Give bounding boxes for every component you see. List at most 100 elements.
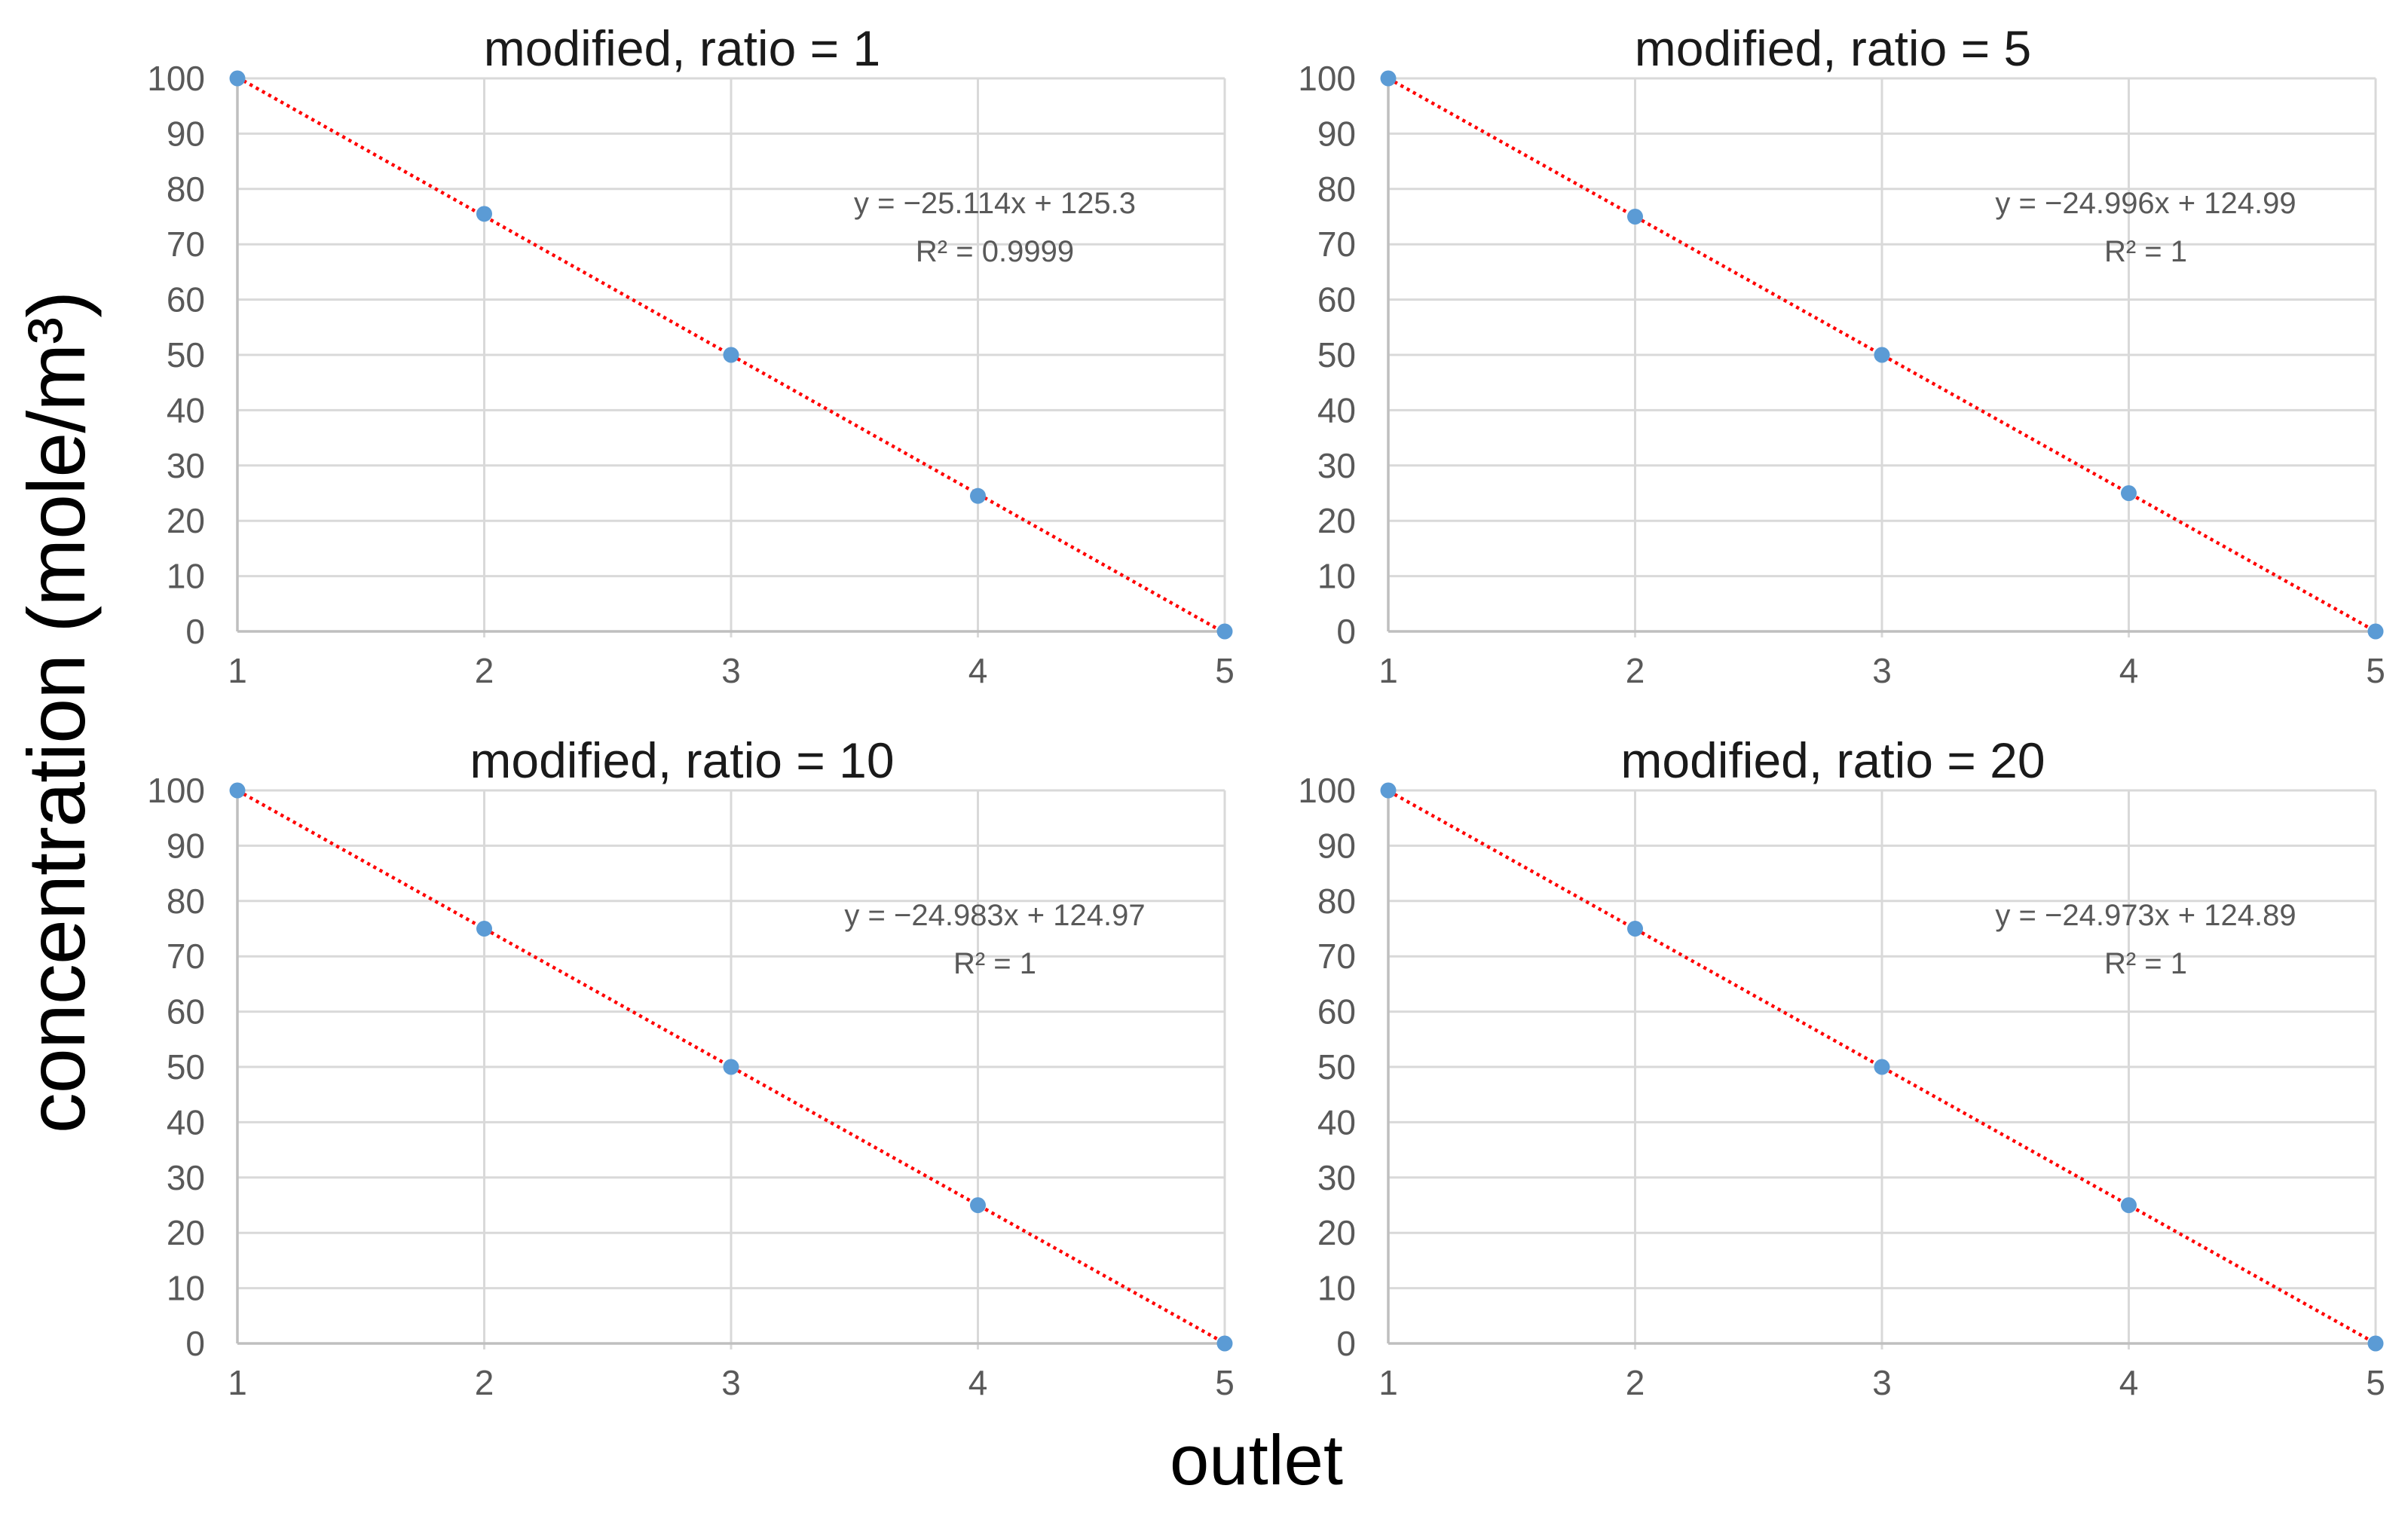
y-axis-label: concentration (mole/m³) [11, 291, 103, 1133]
data-point [2121, 485, 2137, 501]
y-tick-label: 50 [1317, 1047, 1356, 1087]
x-tick-label: 5 [2366, 651, 2385, 690]
chart-ratio-20: 0 10 20 30 40 50 60 70 80 90 100 1 2 3 4 5 modified, ra… [1256, 712, 2407, 1424]
x-tick-label: 2 [475, 1363, 494, 1402]
r-squared-value: R² = 1 [2104, 947, 2188, 980]
r-squared-value: R² = 1 [953, 947, 1037, 980]
y-tick-label: 80 [1317, 170, 1356, 209]
data-point [1216, 1335, 1233, 1352]
y-tick-label: 20 [167, 501, 205, 540]
y-tick-label: 70 [167, 937, 205, 976]
x-tick-label: 4 [2119, 1363, 2139, 1402]
y-tick-label: 90 [167, 114, 205, 153]
trendline-equation: y = −24.973x + 124.89 [1995, 899, 2296, 932]
y-tick-label: 50 [167, 335, 205, 374]
y-tick-label: 40 [1317, 390, 1356, 429]
y-tick-label: 70 [167, 225, 205, 264]
y-tick-label: 10 [1317, 557, 1356, 596]
y-tick-label: 10 [1317, 1269, 1356, 1308]
y-tick-label: 20 [167, 1213, 205, 1252]
trendline-equation-block: y = −25.114x + 125.3 R² = 0.9999 [626, 179, 1364, 276]
data-point [2367, 1335, 2384, 1352]
data-point [1874, 347, 1890, 363]
trendline [1387, 77, 2377, 633]
x-tick-label: 4 [2119, 651, 2139, 690]
chart-canvas-ratio-1: 0 10 20 30 40 50 60 70 80 90 100 1 2 3 4 5 [147, 59, 1235, 690]
chart-title: modified, ratio = 20 [1620, 732, 2045, 788]
chart-ratio-1: 0 10 20 30 40 50 60 70 80 90 100 1 2 3 4 5 modified, ra… [106, 0, 1256, 712]
x-tick-label: 1 [228, 1363, 247, 1402]
data-point [476, 921, 492, 937]
data-point [229, 782, 246, 799]
y-tick-label: 60 [1317, 280, 1356, 319]
trendline-equation: y = −25.114x + 125.3 [853, 187, 1136, 220]
x-tick-label: 3 [1872, 651, 1892, 690]
data-point [1380, 782, 1397, 799]
y-tick-label: 0 [185, 1324, 205, 1363]
chart-canvas-ratio-20: 0 10 20 30 40 50 60 70 80 90 100 1 2 3 4 5 [1298, 771, 2385, 1402]
x-tick-label: 5 [1215, 651, 1235, 690]
data-point [970, 1197, 986, 1213]
y-tick-label: 80 [1317, 882, 1356, 921]
x-tick-label: 3 [721, 651, 741, 690]
data-point [1216, 623, 1233, 640]
y-tick-label: 0 [1336, 1324, 1356, 1363]
y-tick-label: 40 [167, 1102, 205, 1142]
y-tick-label: 50 [167, 1047, 205, 1087]
trendline [236, 75, 1226, 634]
chart-ratio-5: 0 10 20 30 40 50 60 70 80 90 100 1 2 3 4 5 modified, ra… [1256, 0, 2407, 712]
data-point [970, 488, 986, 504]
data-point [1380, 70, 1397, 87]
x-tick-label: 5 [1215, 1363, 1235, 1402]
y-tick-label: 90 [1317, 826, 1356, 865]
data-point [2367, 623, 2384, 640]
data-point [476, 206, 492, 222]
y-tick-label: 100 [1298, 771, 1356, 810]
x-tick-label: 1 [1378, 1363, 1398, 1402]
y-tick-label: 40 [167, 390, 205, 429]
data-point [1627, 921, 1643, 937]
chart-title: modified, ratio = 10 [470, 732, 895, 788]
x-tick-label: 2 [475, 651, 494, 690]
x-tick-label: 3 [1872, 1363, 1892, 1402]
y-tick-label: 100 [1298, 59, 1356, 98]
y-tick-label: 60 [167, 992, 205, 1032]
y-tick-label: 50 [1317, 335, 1356, 374]
data-point [2121, 1197, 2137, 1213]
y-tick-label: 60 [1317, 992, 1356, 1032]
data-point [1627, 209, 1643, 225]
y-tick-label: 30 [1317, 1158, 1356, 1197]
y-tick-label: 90 [167, 826, 205, 865]
y-tick-label: 30 [1317, 446, 1356, 485]
trendline-equation: y = −24.996x + 124.99 [1995, 187, 2296, 220]
charts-grid: 0 10 20 30 40 50 60 70 80 90 100 1 2 3 4 5 modified, ra… [106, 0, 2407, 1424]
y-tick-label: 80 [167, 170, 205, 209]
y-tick-label: 0 [1336, 612, 1356, 651]
trendline-equation-block: y = −24.996x + 124.99 R² = 1 [1776, 179, 2408, 276]
trendline [236, 789, 1226, 1345]
data-point [1874, 1059, 1890, 1075]
data-point [723, 347, 739, 363]
y-tick-label: 70 [1317, 937, 1356, 976]
data-point [723, 1059, 739, 1075]
y-tick-label: 60 [167, 280, 205, 319]
x-tick-label: 4 [968, 651, 988, 690]
x-axis-label: outlet [1170, 1420, 1343, 1499]
y-axis-label-container: concentration (mole/m³) [0, 0, 113, 1424]
chart-title: modified, ratio = 5 [1634, 20, 2032, 76]
x-tick-label: 5 [2366, 1363, 2385, 1402]
trendline [1387, 789, 2377, 1345]
chart-ratio-10: 0 10 20 30 40 50 60 70 80 90 100 1 2 3 4 5 modified, ra… [106, 712, 1256, 1424]
y-tick-label: 30 [167, 1158, 205, 1197]
y-tick-label: 100 [147, 771, 205, 810]
y-tick-label: 30 [167, 446, 205, 485]
r-squared-value: R² = 0.9999 [915, 235, 1075, 268]
chart-title: modified, ratio = 1 [483, 20, 881, 76]
x-tick-label: 2 [1626, 1363, 1645, 1402]
y-tick-label: 10 [167, 557, 205, 596]
x-tick-label: 1 [228, 651, 247, 690]
y-tick-label: 20 [1317, 501, 1356, 540]
trendline-equation-block: y = −24.973x + 124.89 R² = 1 [1776, 891, 2408, 988]
trendline-equation: y = −24.983x + 124.97 [844, 899, 1146, 932]
